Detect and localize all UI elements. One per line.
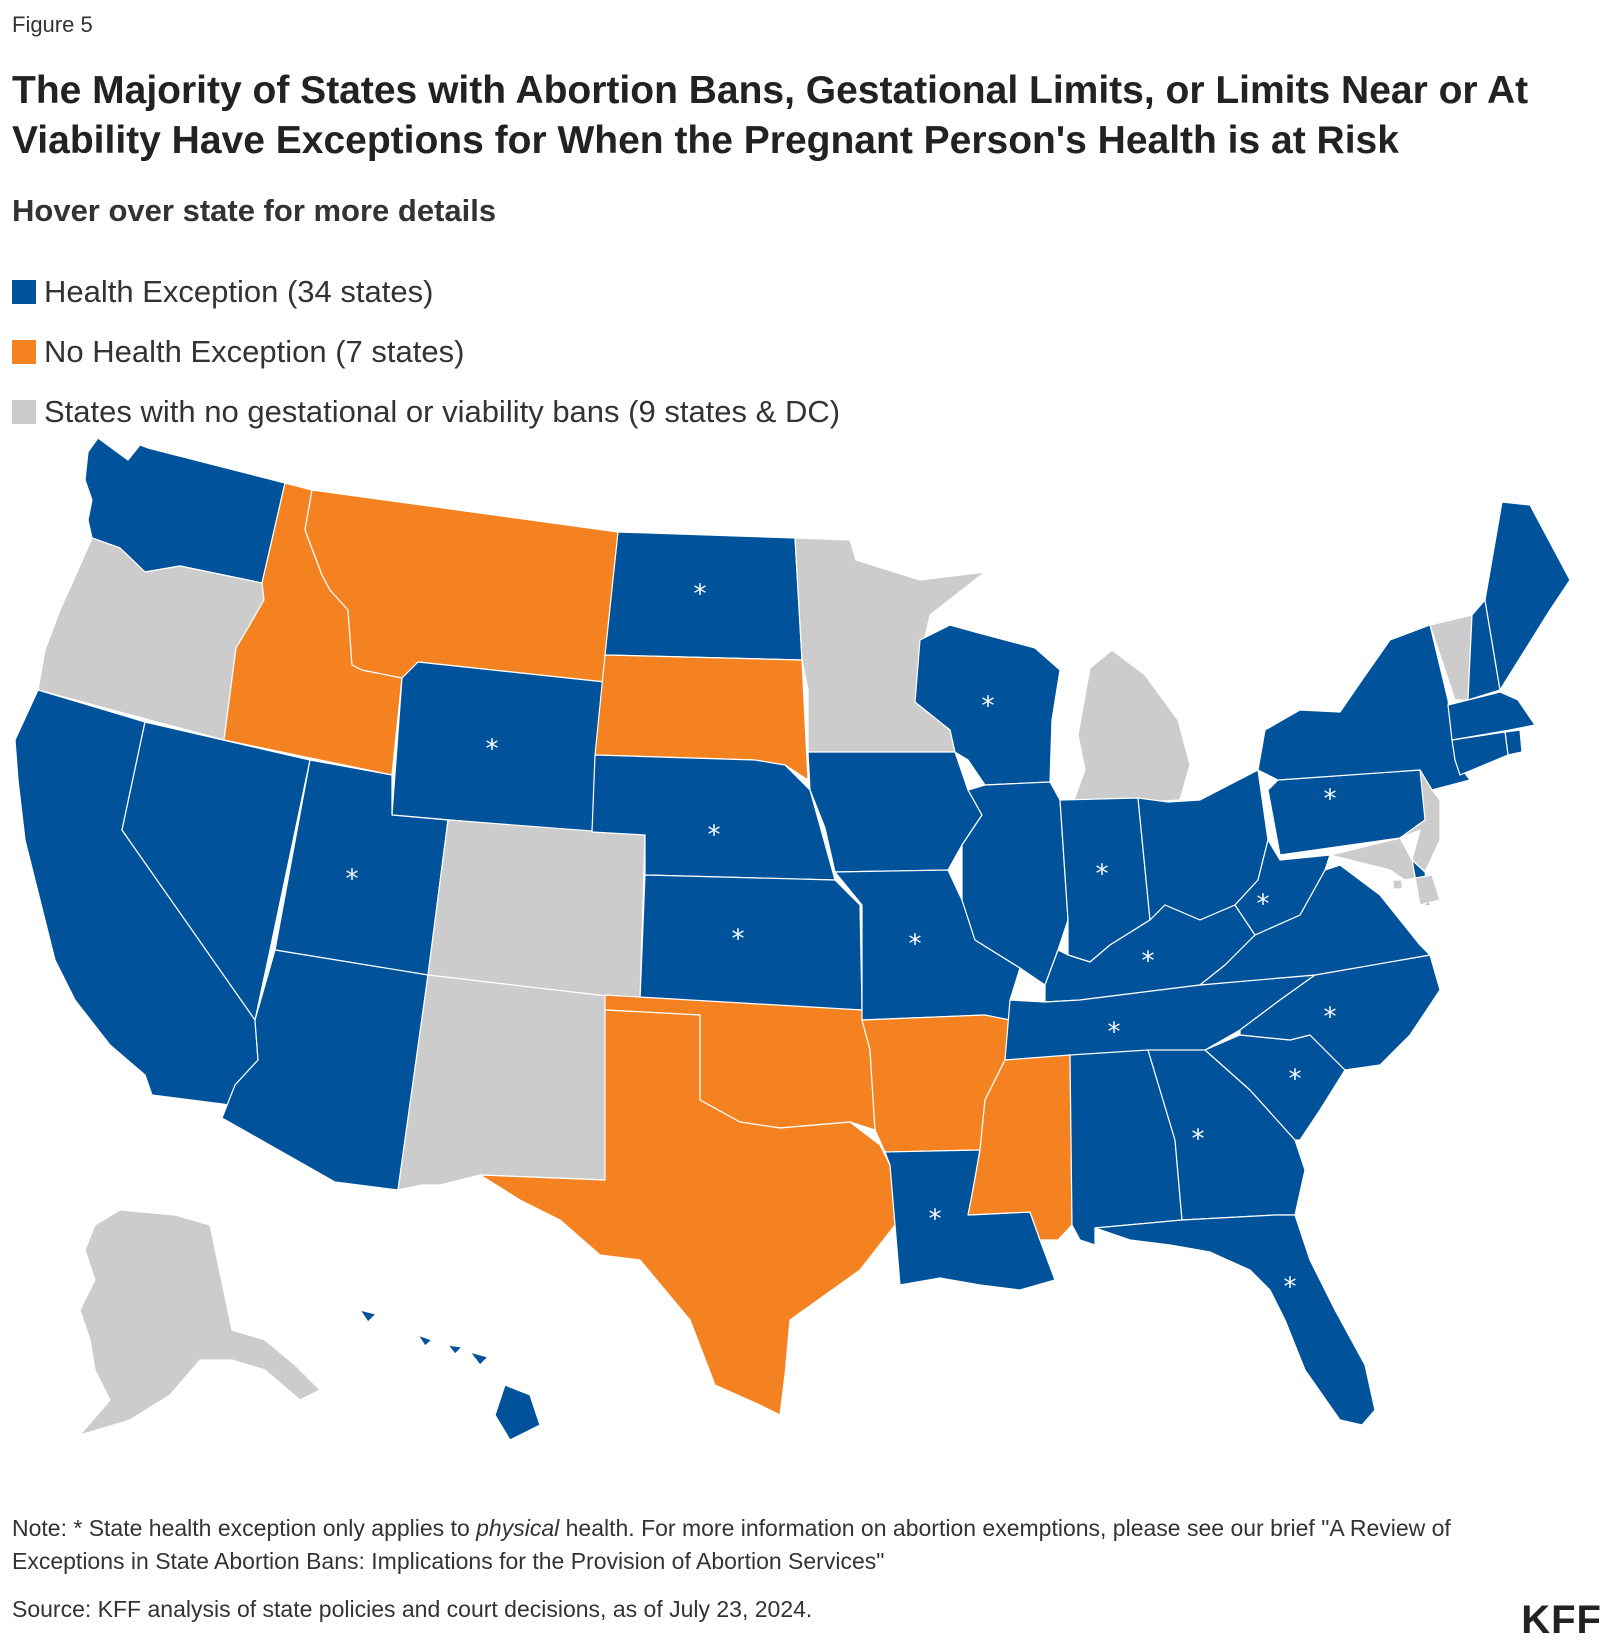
- state-co[interactable]: [427, 819, 646, 1001]
- physical-health-star-mo: *: [909, 930, 922, 960]
- physical-health-star-nd: *: [694, 580, 707, 610]
- footnote: Note: * State health exception only appl…: [12, 1512, 1452, 1578]
- legend-swatch-no-ban: [12, 400, 36, 424]
- physical-health-star-wv: *: [1257, 890, 1270, 920]
- state-nv[interactable]: [121, 721, 311, 1021]
- legend-item-no-ban[interactable]: States with no gestational or viability …: [12, 382, 840, 442]
- state-mi[interactable]: [1071, 649, 1191, 806]
- physical-health-star-nc: *: [1324, 1003, 1337, 1033]
- state-wy[interactable]: [391, 661, 606, 833]
- figure-label: Figure 5: [12, 12, 93, 37]
- physical-health-star-wy: *: [486, 735, 499, 765]
- physical-health-star-tn: *: [1108, 1018, 1121, 1048]
- chart-title: The Majority of States with Abortion Ban…: [12, 69, 1529, 162]
- source-line: Source: KFF analysis of state policies a…: [12, 1596, 813, 1622]
- kff-logo: KFF: [1521, 1598, 1602, 1642]
- state-pa[interactable]: [1267, 769, 1433, 856]
- state-ks[interactable]: [639, 874, 863, 1011]
- state-hi[interactable]: [359, 1309, 541, 1441]
- state-ct[interactable]: [1451, 731, 1509, 776]
- footnote-suffix: health. For more information on abortion…: [12, 1515, 1451, 1574]
- physical-health-star-la: *: [929, 1205, 942, 1235]
- state-ak[interactable]: [79, 1209, 321, 1436]
- physical-health-star-fl: *: [1284, 1273, 1297, 1303]
- legend-item-no-health-exception[interactable]: No Health Exception (7 states): [12, 322, 840, 382]
- state-nc[interactable]: [1239, 954, 1441, 1071]
- legend-label-no-health-exception: No Health Exception (7 states): [44, 334, 465, 369]
- physical-health-star-ks: *: [732, 925, 745, 955]
- physical-health-star-ga: *: [1192, 1125, 1205, 1155]
- state-nm[interactable]: [397, 974, 641, 1191]
- state-ia[interactable]: [807, 751, 983, 873]
- state-md[interactable]: [1329, 837, 1441, 906]
- legend-label-no-ban: States with no gestational or viability …: [44, 394, 841, 429]
- footnote-emphasis: physical: [476, 1515, 560, 1541]
- footnote-prefix: Note: * State health exception only appl…: [12, 1515, 477, 1541]
- physical-health-star-wi: *: [982, 692, 995, 722]
- legend-swatch-no-health-exception: [12, 340, 36, 364]
- legend: Health Exception (34 states) No Health E…: [12, 262, 840, 442]
- physical-health-star-ky: *: [1142, 947, 1155, 977]
- state-mt[interactable]: [304, 489, 619, 683]
- us-map: * * * * * * * * * * * * * * * * *: [14, 437, 1571, 1441]
- state-me[interactable]: [1484, 501, 1571, 691]
- physical-health-star-ut: *: [346, 865, 359, 895]
- legend-swatch-health-exception: [12, 280, 36, 304]
- physical-health-star-ne: *: [708, 821, 721, 851]
- state-fl[interactable]: [1094, 1214, 1376, 1426]
- state-dc[interactable]: [1392, 879, 1403, 890]
- legend-item-health-exception[interactable]: Health Exception (34 states): [12, 262, 840, 322]
- legend-label-health-exception: Health Exception (34 states): [44, 274, 434, 309]
- physical-health-star-pa: *: [1324, 785, 1337, 815]
- physical-health-star-sc: *: [1289, 1065, 1302, 1095]
- physical-health-star-in: *: [1096, 860, 1109, 890]
- state-tx[interactable]: [479, 1009, 896, 1416]
- chart-subtitle: Hover over state for more details: [12, 193, 497, 228]
